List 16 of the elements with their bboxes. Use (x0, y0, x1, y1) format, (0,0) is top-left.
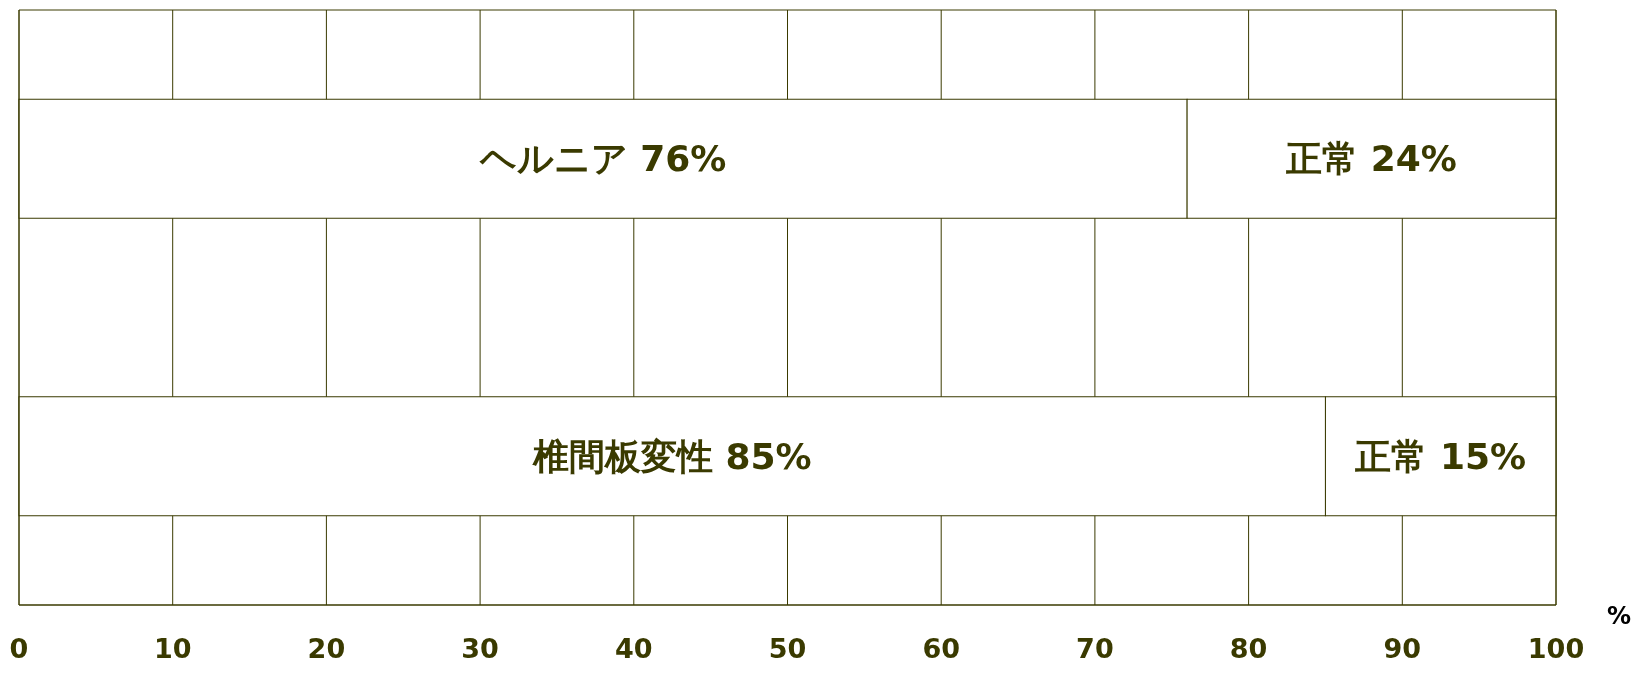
data-label: 正常 24% (1286, 138, 1457, 180)
x-tick-label: 30 (461, 633, 499, 664)
x-tick-label: 10 (153, 633, 192, 664)
data-label: ヘルニア 76% (478, 138, 727, 180)
x-tick-label: 100 (1527, 633, 1585, 664)
x-tick-label: 80 (1229, 633, 1268, 664)
data-label: 椎間板変性 85% (531, 435, 812, 477)
data-label: 正常 15% (1355, 435, 1527, 477)
x-tick-label: 60 (922, 633, 960, 664)
x-tick-label: 40 (615, 633, 653, 664)
x-tick-label: 70 (1076, 633, 1114, 664)
x-tick-label: 50 (768, 633, 807, 664)
x-tick-label: 90 (1383, 633, 1422, 664)
x-tick-label: 0 (9, 633, 29, 664)
x-tick-label: 20 (307, 633, 346, 664)
x-axis-title: % (1606, 602, 1632, 630)
